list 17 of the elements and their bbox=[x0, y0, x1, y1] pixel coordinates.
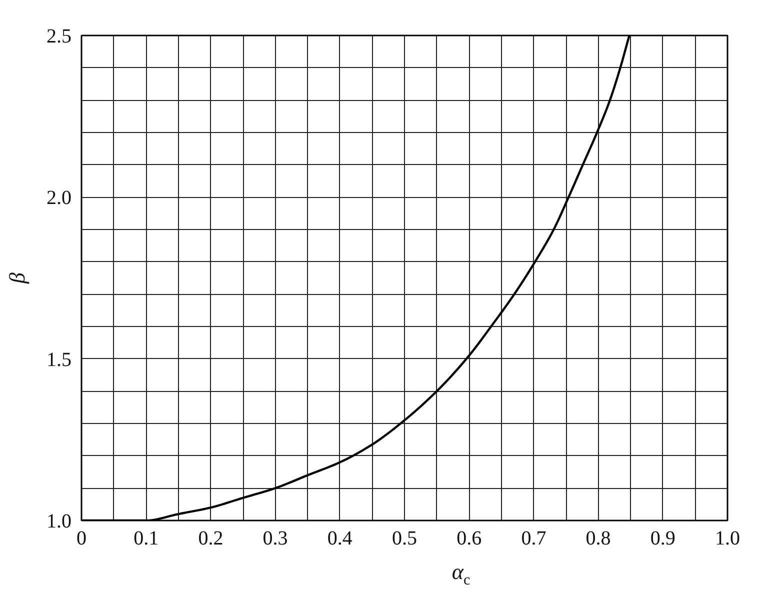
x-tick-label: 0.8 bbox=[586, 528, 611, 550]
x-tick-label: 0.7 bbox=[521, 528, 546, 550]
y-axis-title: β bbox=[4, 272, 30, 284]
x-tick-label: 0.4 bbox=[327, 528, 352, 550]
x-tick-label: 0 bbox=[76, 528, 86, 550]
y-tick-label: 1.5 bbox=[46, 348, 72, 371]
x-tick-label: 0.3 bbox=[262, 528, 288, 550]
x-tick-label: 0.9 bbox=[650, 528, 676, 550]
x-tick-label: 0.5 bbox=[392, 528, 417, 550]
x-tick-label: 0.6 bbox=[456, 528, 482, 550]
x-axis-title: α$_{c}$ bbox=[452, 559, 470, 588]
y-tick-label: 2.5 bbox=[46, 26, 72, 48]
x-tick-label: 1.0 bbox=[715, 528, 740, 550]
y-tick-label: 2.0 bbox=[46, 187, 72, 210]
x-tick-label: 0.1 bbox=[134, 528, 159, 550]
y-tick-label: 1.0 bbox=[46, 510, 72, 532]
x-tick-label: 0.2 bbox=[198, 528, 224, 550]
